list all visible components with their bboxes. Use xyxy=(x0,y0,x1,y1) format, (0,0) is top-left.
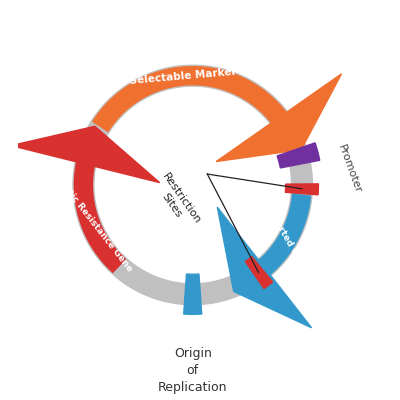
Polygon shape xyxy=(217,207,312,328)
Text: Restriction
Sites: Restriction Sites xyxy=(150,172,202,233)
Text: Antibiotic Resistance Gene: Antibiotic Resistance Gene xyxy=(42,160,134,274)
Polygon shape xyxy=(216,74,342,162)
Polygon shape xyxy=(285,184,318,195)
Polygon shape xyxy=(277,143,320,168)
Polygon shape xyxy=(11,126,160,183)
Text: Promoter: Promoter xyxy=(336,144,363,195)
Polygon shape xyxy=(184,274,202,314)
Text: Origin
of
Replication: Origin of Replication xyxy=(158,347,228,394)
Text: Inserted Gene: Inserted Gene xyxy=(266,206,309,273)
Text: Selectable Marker: Selectable Marker xyxy=(129,66,237,86)
Polygon shape xyxy=(245,257,273,288)
